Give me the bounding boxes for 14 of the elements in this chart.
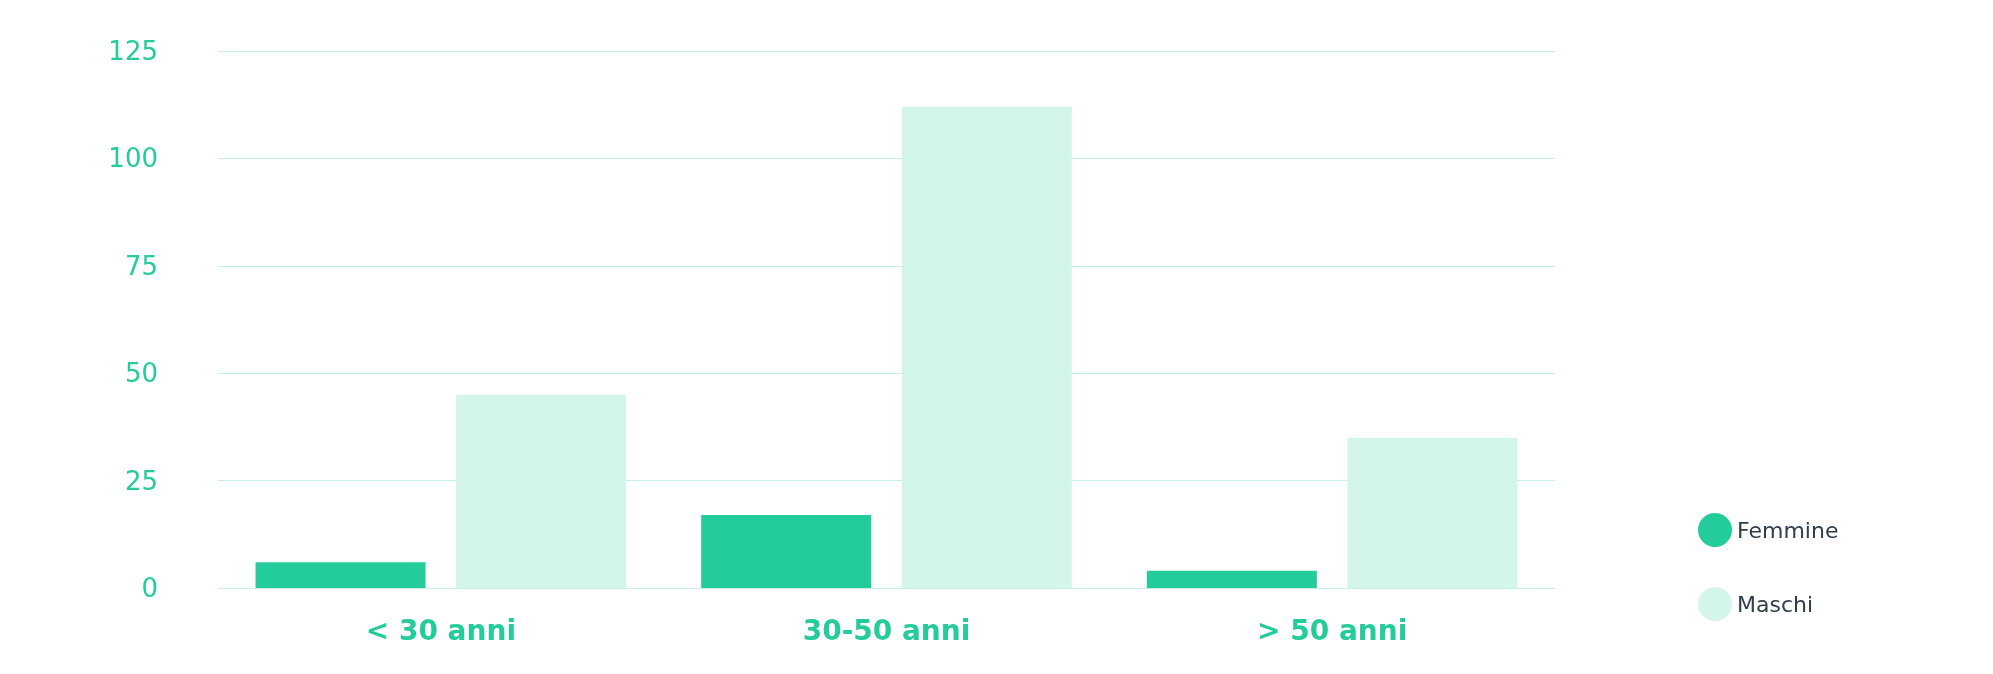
y-tick-label: 50: [124, 358, 158, 389]
bar: [255, 562, 426, 588]
y-tick-label: 75: [124, 250, 158, 281]
y-tick-label: 25: [124, 465, 158, 496]
y-tick-label: 0: [141, 573, 158, 603]
bar: [1146, 570, 1317, 588]
y-tick-label: 100: [108, 143, 158, 174]
x-tick-label: 30-50 anni: [802, 613, 971, 647]
x-tick-label: < 30 anni: [365, 613, 516, 647]
bar: [701, 514, 872, 588]
legend-label: Maschi: [1737, 591, 1814, 617]
x-tick-label: > 50 anni: [1257, 613, 1408, 647]
y-tick-label: 125: [108, 36, 158, 66]
legend-label: Femmine: [1737, 517, 1839, 543]
